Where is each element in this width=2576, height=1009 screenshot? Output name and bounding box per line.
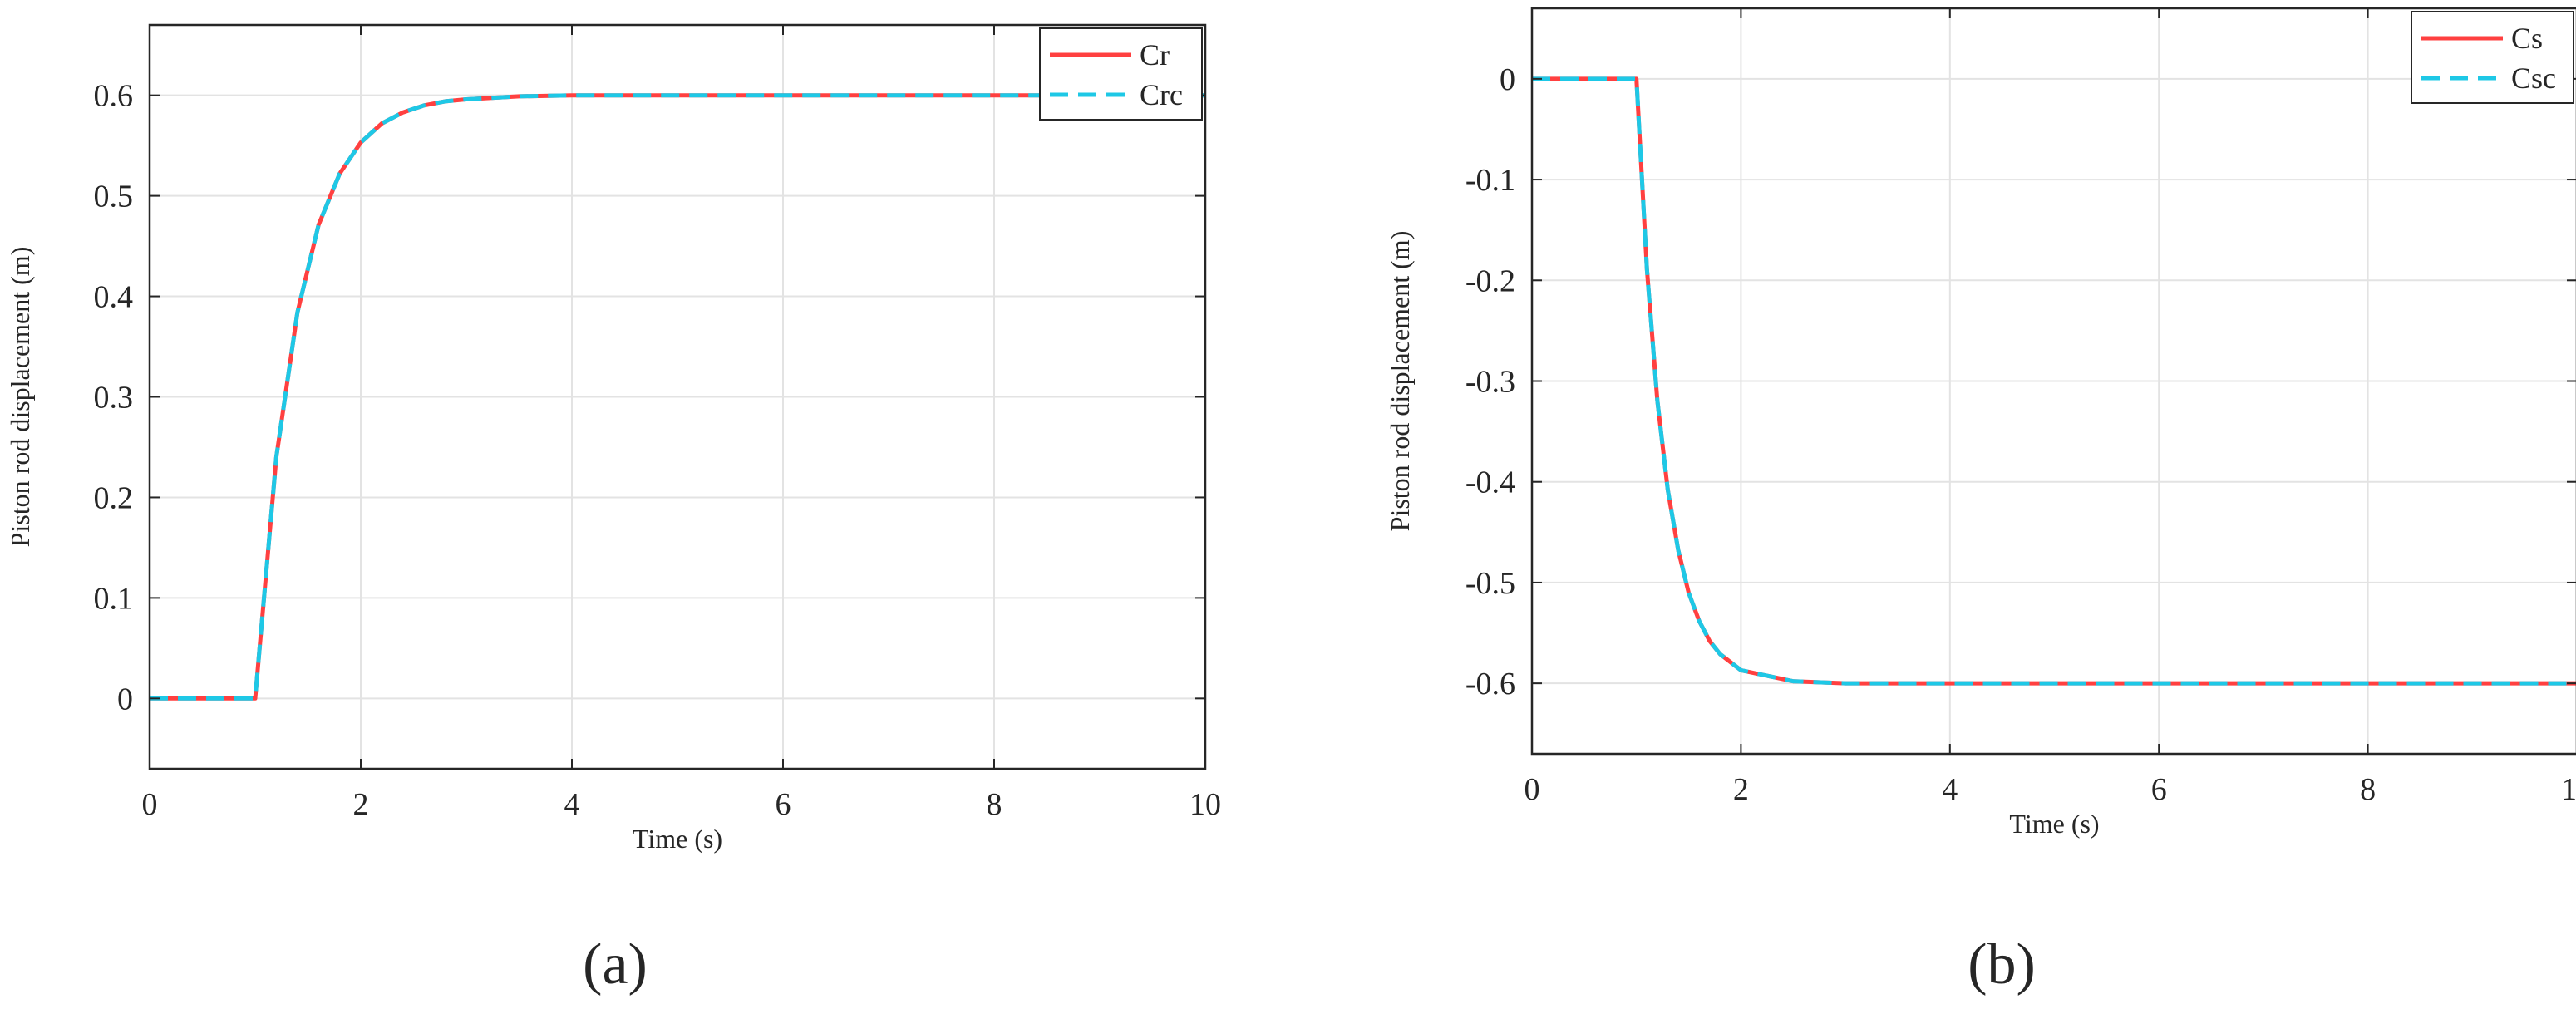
panel-b-x-tick-label-4: 8: [2360, 772, 2376, 807]
panel-a-y-tick-label-0: 0: [117, 682, 133, 716]
panel-b-legend: Cs Csc: [2411, 11, 2574, 104]
panel-b-x-tick-label-1: 2: [1733, 772, 1749, 807]
panel-a-x-tick-label-1: 2: [353, 787, 369, 822]
panel-b-y-tick-label-1: -0.1: [1465, 163, 1515, 198]
panel-b-x-tick-label-2: 4: [1942, 772, 1958, 807]
panel-a-y-tick-label-3: 0.3: [94, 381, 134, 416]
panel-b-y-tick-label-0: 0: [1500, 62, 1515, 97]
panel-b-x-tick-label-5: 10: [2561, 772, 2576, 807]
panel-b-x-tick-label-3: 6: [2151, 772, 2167, 807]
panel-a-y-tick-label-2: 0.2: [94, 480, 134, 515]
panel-a-y-tick-label-4: 0.4: [94, 280, 134, 315]
panel-a-x-axis-label: Time (s): [633, 824, 722, 854]
panel-a-series-crc-line: [150, 93, 1205, 701]
panel-a-legend-box: [1039, 27, 1203, 121]
panel-a-y-tick-label-5: 0.5: [94, 180, 134, 214]
panel-a-x-tick-label-2: 4: [564, 787, 580, 822]
panel-b-y-tick-label-6: -0.6: [1465, 667, 1515, 701]
panel-b-y-tick-label-2: -0.2: [1465, 263, 1515, 298]
panel-a-x-tick-label-5: 10: [1189, 787, 1221, 822]
panel-b-x-axis-label: Time (s): [2009, 809, 2099, 839]
panel-a-x-tick-label-3: 6: [776, 787, 791, 822]
panel-a-x-tick-label-4: 8: [987, 787, 1002, 822]
panel-b-caption: (b): [1968, 933, 2036, 997]
chart-panel-b: (b) 0 2 4 6 8 10 0 -0.1 -0.2 -0.3 -0.4 -0.5 -0.6 Time…: [1385, 7, 2576, 997]
panel-a-y-tick-label-1: 0.1: [94, 581, 134, 616]
panel-a-y-axis-label: Piston rod displacement (m): [5, 247, 35, 548]
panel-a-caption: (a): [583, 933, 648, 997]
panel-b-y-tick-label-5: -0.5: [1465, 566, 1515, 601]
panel-b-legend-label-cs: Cs: [2511, 22, 2543, 55]
panel-a-legend-label-crc: Crc: [1140, 78, 1183, 111]
panel-b-legend-label-csc: Csc: [2511, 62, 2556, 95]
panel-b-x-tick-label-0: 0: [1524, 772, 1540, 807]
panel-b-series-csc-line: [1532, 76, 2576, 686]
panel-b-y-axis-label: Piston rod displacement (m): [1385, 231, 1415, 532]
panel-b-y-tick-label-4: -0.4: [1465, 465, 1515, 500]
panel-a-y-tick-label-6: 0.6: [94, 79, 134, 114]
chart-panel-a: (a) 0 2 4 6 8 10 0 0.1 0.2 0.3 0.4 0.5 0.6 Time (s) Pi…: [5, 23, 1221, 997]
panel-b-legend-box: [2411, 11, 2574, 104]
panel-b-y-tick-label-3: -0.3: [1465, 365, 1515, 400]
panel-a-legend-label-cr: Cr: [1140, 38, 1170, 71]
panel-a-x-tick-label-0: 0: [142, 787, 158, 822]
panel-a-legend: Cr Crc: [1039, 27, 1203, 121]
